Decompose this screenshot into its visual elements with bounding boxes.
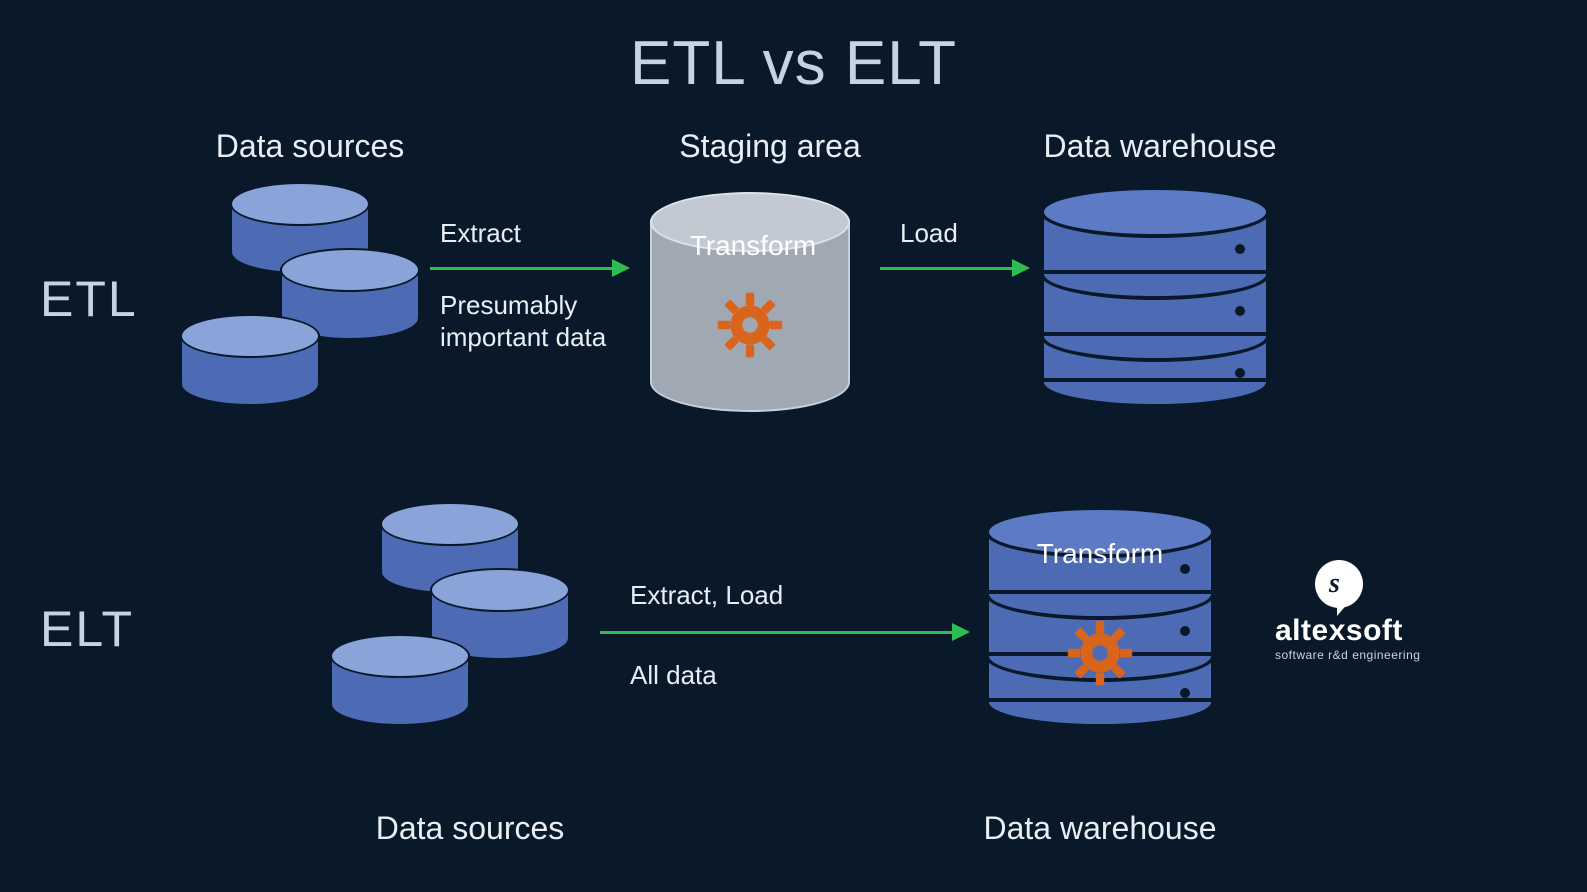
gear-icon bbox=[1065, 618, 1135, 688]
elt-sources-heading: Data sources bbox=[340, 810, 600, 847]
logo-tagline-text: software r&d engineering bbox=[1275, 648, 1420, 662]
logo-bubble-icon: s bbox=[1315, 560, 1363, 608]
etl-database bbox=[1040, 186, 1270, 396]
diagram-title: ETL vs ELT bbox=[0, 28, 1587, 99]
elt-note-label: All data bbox=[630, 660, 717, 691]
altexsoft-logo: s altexsoft software r&d engineering bbox=[1275, 560, 1420, 662]
etl-source-disk bbox=[180, 314, 320, 392]
diagram-stage: ETL vs ELT ETL ELT Data sources Staging … bbox=[0, 0, 1587, 892]
elt-warehouse-heading: Data warehouse bbox=[940, 810, 1260, 847]
etl-extract-label: Extract bbox=[440, 218, 521, 249]
etl-staging-heading: Staging area bbox=[640, 128, 900, 165]
elt-source-disk bbox=[330, 634, 470, 712]
etl-note-line1: Presumably bbox=[440, 290, 577, 321]
etl-transform-label: Transform bbox=[678, 230, 828, 262]
gear-icon bbox=[715, 290, 785, 360]
etl-warehouse-heading: Data warehouse bbox=[1000, 128, 1320, 165]
elt-row-label: ELT bbox=[40, 600, 134, 658]
etl-row-label: ETL bbox=[40, 270, 138, 328]
etl-sources-heading: Data sources bbox=[180, 128, 440, 165]
elt-transform-label: Transform bbox=[1010, 538, 1190, 570]
logo-brand-text: altexsoft bbox=[1275, 614, 1420, 648]
etl-load-label: Load bbox=[900, 218, 958, 249]
etl-note-line2: important data bbox=[440, 322, 606, 353]
elt-extract-load-label: Extract, Load bbox=[630, 580, 783, 611]
